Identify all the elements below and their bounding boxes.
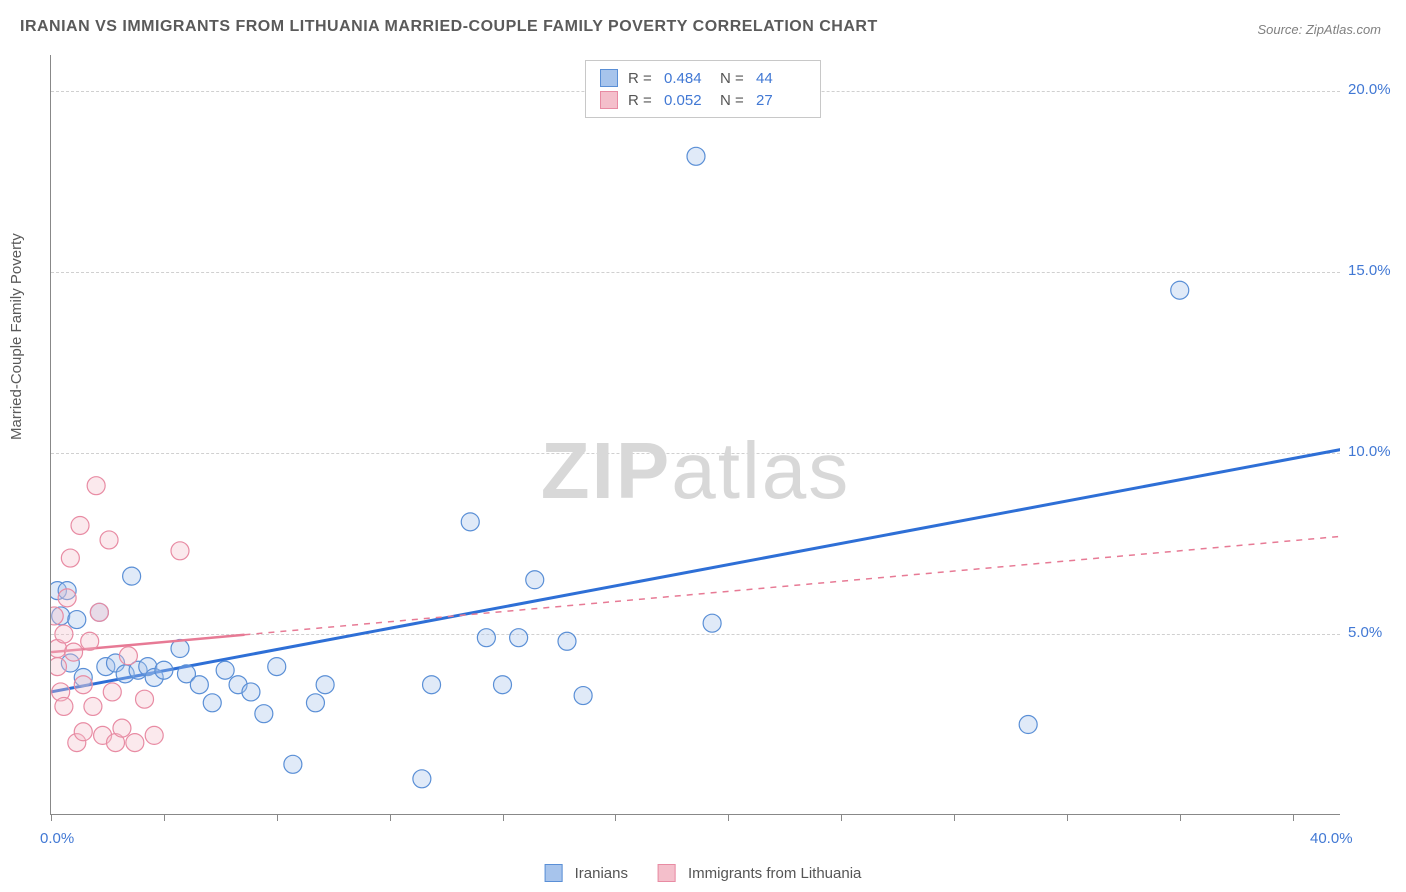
- data-point: [477, 629, 495, 647]
- x-tick: [728, 814, 729, 821]
- stat-n-label: N =: [720, 92, 750, 109]
- data-point: [558, 632, 576, 650]
- data-point: [74, 723, 92, 741]
- x-tick: [841, 814, 842, 821]
- y-tick-label: 15.0%: [1348, 262, 1391, 279]
- stats-legend-row: R = 0.484 N = 44: [600, 67, 806, 89]
- data-point: [55, 697, 73, 715]
- series-legend-item: Iranians: [545, 864, 628, 882]
- data-point: [51, 658, 66, 676]
- data-point: [687, 147, 705, 165]
- series-legend-item: Immigrants from Lithuania: [658, 864, 861, 882]
- data-point: [1019, 716, 1037, 734]
- x-tick: [1067, 814, 1068, 821]
- data-point: [51, 607, 63, 625]
- stat-r-label: R =: [628, 70, 658, 87]
- legend-label: Immigrants from Lithuania: [688, 865, 861, 882]
- stat-r-value: 0.052: [664, 92, 714, 109]
- stat-n-value: 44: [756, 70, 806, 87]
- stat-n-label: N =: [720, 70, 750, 87]
- data-point: [316, 676, 334, 694]
- data-point: [81, 632, 99, 650]
- data-point: [510, 629, 528, 647]
- stats-legend-row: R = 0.052 N = 27: [600, 89, 806, 111]
- data-point: [413, 770, 431, 788]
- data-point: [171, 542, 189, 560]
- chart-svg: [51, 55, 1340, 814]
- data-point: [242, 683, 260, 701]
- stat-r-value: 0.484: [664, 70, 714, 87]
- data-point: [526, 571, 544, 589]
- legend-swatch: [600, 69, 618, 87]
- data-point: [268, 658, 286, 676]
- data-point: [84, 697, 102, 715]
- x-tick: [1180, 814, 1181, 821]
- data-point: [126, 734, 144, 752]
- data-point: [306, 694, 324, 712]
- data-point: [113, 719, 131, 737]
- data-point: [155, 661, 173, 679]
- data-point: [703, 614, 721, 632]
- data-point: [87, 477, 105, 495]
- x-tick: [615, 814, 616, 821]
- data-point: [55, 625, 73, 643]
- source-attribution: Source: ZipAtlas.com: [1257, 22, 1381, 37]
- x-tick: [503, 814, 504, 821]
- data-point: [136, 690, 154, 708]
- x-axis-min-label: 0.0%: [40, 830, 74, 847]
- y-axis-label: Married-Couple Family Poverty: [8, 233, 25, 440]
- data-point: [58, 589, 76, 607]
- data-point: [461, 513, 479, 531]
- x-tick: [954, 814, 955, 821]
- stats-legend: R = 0.484 N = 44 R = 0.052 N = 27: [585, 60, 821, 118]
- data-point: [216, 661, 234, 679]
- y-tick-label: 10.0%: [1348, 443, 1391, 460]
- data-point: [100, 531, 118, 549]
- x-tick: [51, 814, 52, 821]
- data-point: [71, 516, 89, 534]
- x-axis-max-label: 40.0%: [1310, 830, 1353, 847]
- data-point: [65, 643, 83, 661]
- trend-line: [51, 449, 1340, 691]
- x-tick: [390, 814, 391, 821]
- x-tick: [1293, 814, 1294, 821]
- data-point: [203, 694, 221, 712]
- data-point: [1171, 281, 1189, 299]
- chart-title: IRANIAN VS IMMIGRANTS FROM LITHUANIA MAR…: [20, 18, 878, 36]
- data-point: [494, 676, 512, 694]
- x-tick: [164, 814, 165, 821]
- stat-r-label: R =: [628, 92, 658, 109]
- data-point: [574, 687, 592, 705]
- stat-n-value: 27: [756, 92, 806, 109]
- series-legend: Iranians Immigrants from Lithuania: [545, 864, 862, 882]
- data-point: [61, 549, 79, 567]
- data-point: [284, 755, 302, 773]
- legend-swatch: [600, 91, 618, 109]
- data-point: [103, 683, 121, 701]
- legend-swatch: [545, 864, 563, 882]
- data-point: [90, 603, 108, 621]
- data-point: [68, 611, 86, 629]
- data-point: [123, 567, 141, 585]
- data-point: [119, 647, 137, 665]
- y-tick-label: 5.0%: [1348, 624, 1382, 641]
- data-point: [190, 676, 208, 694]
- legend-label: Iranians: [575, 865, 628, 882]
- y-tick-label: 20.0%: [1348, 81, 1391, 98]
- data-point: [74, 676, 92, 694]
- legend-swatch: [658, 864, 676, 882]
- data-point: [145, 726, 163, 744]
- plot-area: ZIPatlas: [50, 55, 1340, 815]
- data-point: [423, 676, 441, 694]
- x-tick: [277, 814, 278, 821]
- data-point: [255, 705, 273, 723]
